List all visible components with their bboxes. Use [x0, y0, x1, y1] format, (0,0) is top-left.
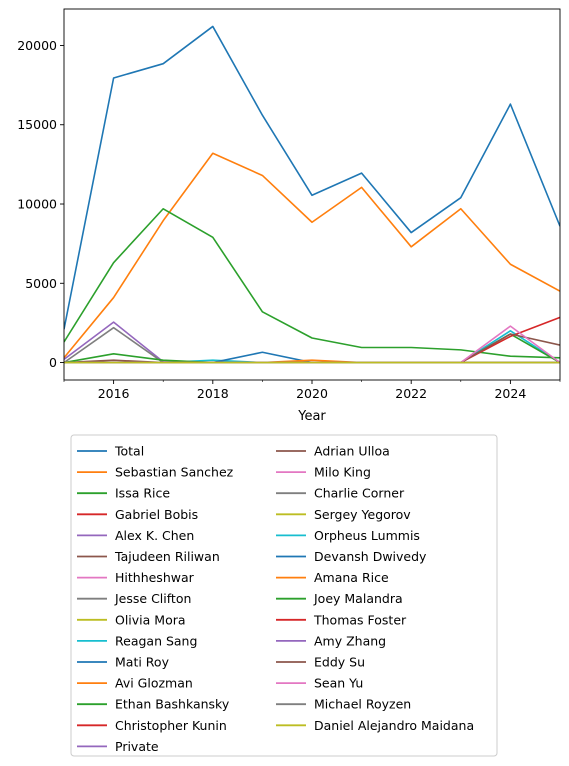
legend-label: Adrian Ulloa — [314, 444, 390, 459]
legend-entry: Hithheshwar — [77, 570, 195, 585]
legend-label: Daniel Alejandro Maidana — [314, 718, 474, 733]
legend-label: Amana Rice — [314, 570, 389, 585]
x-tick-label: 2018 — [197, 386, 229, 401]
legend-label: Avi Glozman — [115, 676, 193, 691]
y-tick-label: 5000 — [25, 276, 57, 291]
legend-entry: Alex K. Chen — [77, 528, 194, 543]
legend-entry: Devansh Dwivedy — [276, 549, 427, 564]
y-tick-label: 10000 — [17, 197, 57, 212]
legend-entry: Amy Zhang — [276, 633, 386, 648]
legend-entry: Gabriel Bobis — [77, 507, 198, 522]
legend-entry: Sergey Yegorov — [276, 507, 411, 522]
legend-entry: Avi Glozman — [77, 676, 193, 691]
legend-label: Gabriel Bobis — [115, 507, 198, 522]
legend-label: Orpheus Lummis — [314, 528, 420, 543]
x-tick-label: 2024 — [494, 386, 526, 401]
x-axis-label: Year — [297, 409, 326, 424]
legend-entry: Reagan Sang — [77, 633, 197, 648]
y-tick-label: 15000 — [17, 117, 57, 132]
legend-entry: Mati Roy — [77, 655, 170, 670]
series-line-0 — [64, 25, 560, 330]
legend-label: Eddy Su — [314, 655, 365, 670]
legend-entry: Charlie Corner — [276, 486, 405, 501]
legend-entry: Sebastian Sanchez — [77, 465, 234, 480]
legend-entry: Sean Yu — [276, 676, 363, 691]
legend-label: Milo King — [314, 465, 371, 480]
x-tick-label: 2022 — [395, 386, 427, 401]
legend-entry: Joey Malandra — [276, 591, 403, 606]
legend-entry: Milo King — [276, 465, 371, 480]
legend-label: Sebastian Sanchez — [115, 465, 234, 480]
legend-entry: Private — [77, 739, 159, 754]
legend-label: Alex K. Chen — [115, 528, 194, 543]
legend-label: Joey Malandra — [313, 591, 403, 606]
legend-entry: Daniel Alejandro Maidana — [276, 718, 474, 733]
y-tick-label: 0 — [49, 355, 57, 370]
legend-label: Ethan Bashkansky — [115, 697, 230, 712]
legend-entry: Michael Royzen — [276, 697, 411, 712]
legend-entry: Christopher Kunin — [77, 718, 227, 733]
legend-label: Amy Zhang — [314, 633, 386, 648]
legend-entry: Olivia Mora — [77, 612, 186, 627]
legend-label: Total — [114, 444, 144, 459]
legend-label: Christopher Kunin — [115, 718, 227, 733]
legend-label: Tajudeen Riliwan — [114, 549, 220, 564]
series-line-1 — [64, 152, 560, 359]
legend-entry: Total — [77, 444, 144, 459]
x-tick-label: 2016 — [98, 386, 130, 401]
legend-label: Reagan Sang — [115, 633, 197, 648]
legend-entry: Thomas Foster — [276, 612, 407, 627]
legend-label: Jesse Clifton — [114, 591, 191, 606]
legend-label: Thomas Foster — [313, 612, 407, 627]
legend-entry: Adrian Ulloa — [276, 444, 390, 459]
legend-entry: Issa Rice — [77, 486, 170, 501]
legend-label: Michael Royzen — [314, 697, 411, 712]
legend-entry: Orpheus Lummis — [276, 528, 420, 543]
legend-entry: Tajudeen Riliwan — [77, 549, 220, 564]
x-tick-label: 2020 — [296, 386, 328, 401]
plot-area: 0 5000 10000 15000 20000 2016 2018 2020 2022 2024 — [17, 8, 561, 401]
legend-label: Sergey Yegorov — [314, 507, 411, 522]
legend-label: Issa Rice — [115, 486, 170, 501]
legend-label: Sean Yu — [314, 676, 363, 691]
series-lines — [64, 25, 560, 364]
legend-entry: Ethan Bashkansky — [77, 697, 230, 712]
legend-entry: Eddy Su — [276, 655, 365, 670]
legend-label: Mati Roy — [115, 655, 170, 670]
legend-label: Hithheshwar — [115, 570, 195, 585]
legend-entry: Jesse Clifton — [77, 591, 191, 606]
legend-label: Devansh Dwivedy — [314, 549, 427, 564]
legend-label: Private — [115, 739, 159, 754]
legend-label: Charlie Corner — [314, 486, 405, 501]
legend-label: Olivia Mora — [115, 612, 186, 627]
legend-entry: Amana Rice — [276, 570, 389, 585]
y-tick-label: 20000 — [17, 38, 57, 53]
legend-box — [70, 434, 498, 757]
legend: Total Sebastian Sanchez Issa Rice Gabriel B… — [70, 434, 498, 757]
